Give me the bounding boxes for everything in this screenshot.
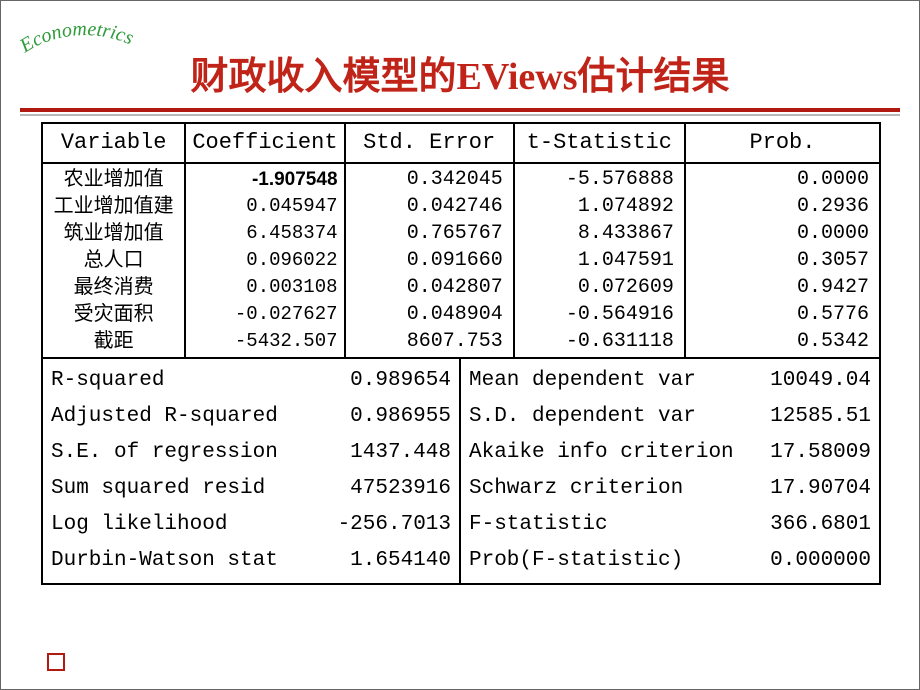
coefficient-column: -1.907548 0.045947 6.458374 0.096022 0.0…: [186, 164, 345, 357]
se-value: 0.342045: [346, 166, 503, 193]
stat-line: S.D. dependent var12585.51: [469, 399, 871, 435]
t-value: 1.074892: [515, 193, 674, 220]
coef-value: -1.907548: [186, 166, 337, 193]
stat-line: Schwarz criterion17.90704: [469, 471, 871, 507]
header-prob: Prob.: [686, 124, 879, 162]
table-header-row: Variable Coefficient Std. Error t-Statis…: [43, 124, 879, 164]
var-name: 截距: [43, 328, 184, 355]
stat-line: Akaike info criterion17.58009: [469, 435, 871, 471]
stat-line: Sum squared resid47523916: [51, 471, 451, 507]
se-value: 0.048904: [346, 301, 503, 328]
stat-line: Mean dependent var10049.04: [469, 363, 871, 399]
var-name: 受灾面积: [43, 301, 184, 328]
t-value: -0.631118: [515, 328, 674, 355]
stats-right-column: Mean dependent var10049.04 S.D. dependen…: [461, 359, 879, 583]
variable-names-column: 农业增加值 工业增加值建 筑业增加值 总人口 最终消费 受灾面积 截距: [43, 164, 186, 357]
stat-line: R-squared0.989654: [51, 363, 451, 399]
coef-value: 0.003108: [186, 274, 337, 301]
header-std-error: Std. Error: [346, 124, 515, 162]
var-name: 工业增加值建: [43, 193, 184, 220]
econometrics-logo: Econometrics: [15, 15, 175, 45]
coef-value: -0.027627: [186, 301, 337, 328]
header-coefficient: Coefficient: [186, 124, 345, 162]
se-value: 0.042807: [346, 274, 503, 301]
t-value: -5.576888: [515, 166, 674, 193]
header-t-statistic: t-Statistic: [515, 124, 686, 162]
p-value: 0.0000: [686, 220, 869, 247]
t-value: 1.047591: [515, 247, 674, 274]
p-value: 0.0000: [686, 166, 869, 193]
slide-marker-icon: [47, 653, 65, 671]
coefficient-body: 农业增加值 工业增加值建 筑业增加值 总人口 最终消费 受灾面积 截距 -1.9…: [43, 164, 879, 359]
p-value: 0.5776: [686, 301, 869, 328]
var-name: 农业增加值: [43, 166, 184, 193]
stat-line: S.E. of regression1437.448: [51, 435, 451, 471]
stat-line: Adjusted R-squared0.986955: [51, 399, 451, 435]
p-value: 0.9427: [686, 274, 869, 301]
se-value: 0.765767: [346, 220, 503, 247]
p-value: 0.2936: [686, 193, 869, 220]
summary-statistics: R-squared0.989654 Adjusted R-squared0.98…: [43, 359, 879, 583]
stat-line: Prob(F-statistic)0.000000: [469, 543, 871, 579]
stat-line: Durbin-Watson stat1.654140: [51, 543, 451, 579]
std-error-column: 0.342045 0.042746 0.765767 0.091660 0.04…: [346, 164, 515, 357]
header-variable: Variable: [43, 124, 186, 162]
var-name: 最终消费: [43, 274, 184, 301]
prob-column: 0.0000 0.2936 0.0000 0.3057 0.9427 0.577…: [686, 164, 879, 357]
se-value: 8607.753: [346, 328, 503, 355]
title-underline: [20, 108, 900, 116]
p-value: 0.3057: [686, 247, 869, 274]
svg-text:Econometrics: Econometrics: [15, 18, 137, 58]
coef-value: 0.045947: [186, 193, 337, 220]
se-value: 0.042746: [346, 193, 503, 220]
coef-value: -5432.507: [186, 328, 337, 355]
coef-value: 6.458374: [186, 220, 337, 247]
stats-left-column: R-squared0.989654 Adjusted R-squared0.98…: [43, 359, 461, 583]
var-name: 筑业增加值: [43, 220, 184, 247]
t-value: 0.072609: [515, 274, 674, 301]
stat-line: F-statistic366.6801: [469, 507, 871, 543]
var-name: 总人口: [43, 247, 184, 274]
p-value: 0.5342: [686, 328, 869, 355]
se-value: 0.091660: [346, 247, 503, 274]
t-value: -0.564916: [515, 301, 674, 328]
t-statistic-column: -5.576888 1.074892 8.433867 1.047591 0.0…: [515, 164, 686, 357]
coef-value: 0.096022: [186, 247, 337, 274]
t-value: 8.433867: [515, 220, 674, 247]
regression-output-table: Variable Coefficient Std. Error t-Statis…: [41, 122, 881, 585]
stat-line: Log likelihood-256.7013: [51, 507, 451, 543]
